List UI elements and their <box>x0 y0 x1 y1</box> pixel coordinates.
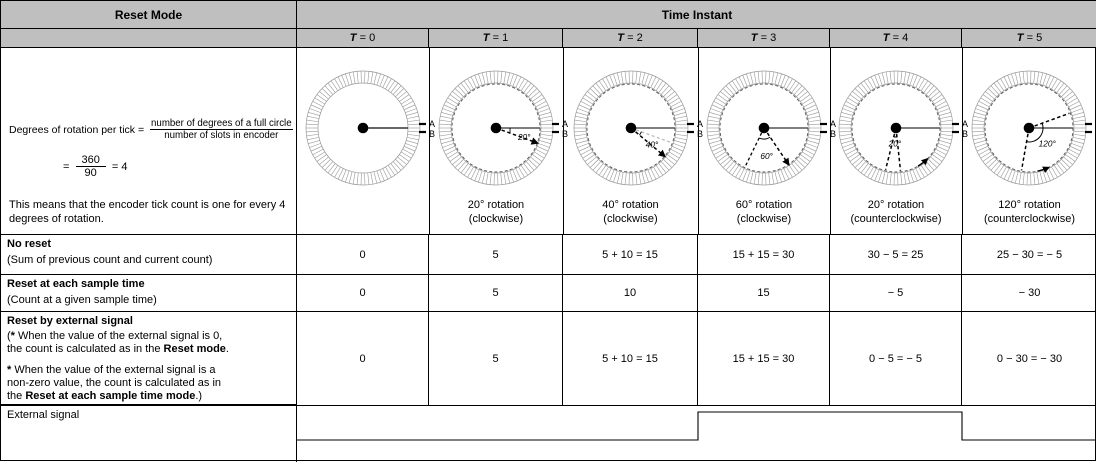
svg-text:20°: 20° <box>517 132 531 142</box>
svg-text:20°: 20° <box>888 138 902 148</box>
svg-text:60°: 60° <box>760 151 773 161</box>
svg-text:120°: 120° <box>1039 138 1057 148</box>
svg-text:40°: 40° <box>645 140 658 150</box>
